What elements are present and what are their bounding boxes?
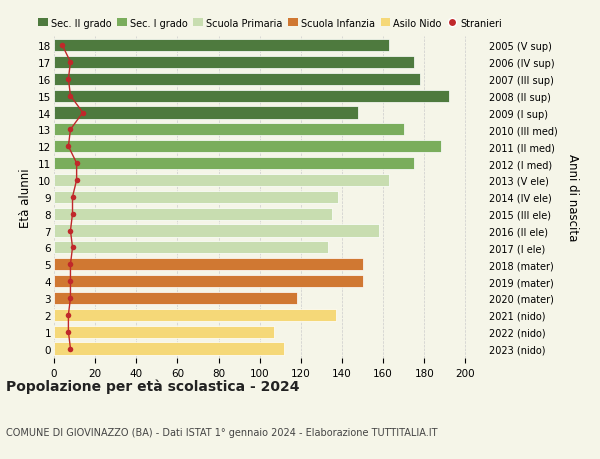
Point [72,160,82,168]
Point [65,93,75,100]
Y-axis label: Età alunni: Età alunni [19,168,32,227]
Y-axis label: Anni di nascita: Anni di nascita [566,154,579,241]
Legend: Sec. II grado, Sec. I grado, Scuola Primaria, Scuola Infanzia, Asilo Nido, Stran: Sec. II grado, Sec. I grado, Scuola Prim… [38,19,502,28]
Bar [54,343,284,355]
Point [68,211,77,218]
Bar [54,242,328,254]
Text: Popolazione per età scolastica - 2024: Popolazione per età scolastica - 2024 [6,379,299,393]
Bar [54,141,441,153]
Bar [54,275,362,287]
Bar [54,326,274,338]
Point [58,42,67,50]
Bar [54,292,297,304]
Point [65,345,75,353]
Bar [54,158,414,170]
Bar [54,40,389,52]
Point [68,194,77,201]
Point [64,328,73,336]
Bar [54,124,404,136]
Point [68,244,77,252]
Point [65,227,75,235]
Point [65,59,75,67]
Bar [54,191,338,203]
Point [65,126,75,134]
Point [65,261,75,269]
Point [65,278,75,285]
Point [64,312,73,319]
Bar [54,208,332,220]
Point [65,295,75,302]
Bar [54,309,336,321]
Bar [54,90,449,102]
Point [72,177,82,184]
Bar [54,73,420,86]
Text: COMUNE DI GIOVINAZZO (BA) - Dati ISTAT 1° gennaio 2024 - Elaborazione TUTTITALIA: COMUNE DI GIOVINAZZO (BA) - Dati ISTAT 1… [6,427,437,437]
Point [64,76,73,83]
Bar [54,258,362,271]
Bar [54,225,379,237]
Point [78,110,88,117]
Bar [54,174,389,187]
Bar [54,107,358,119]
Bar [54,57,414,69]
Point [64,143,73,151]
